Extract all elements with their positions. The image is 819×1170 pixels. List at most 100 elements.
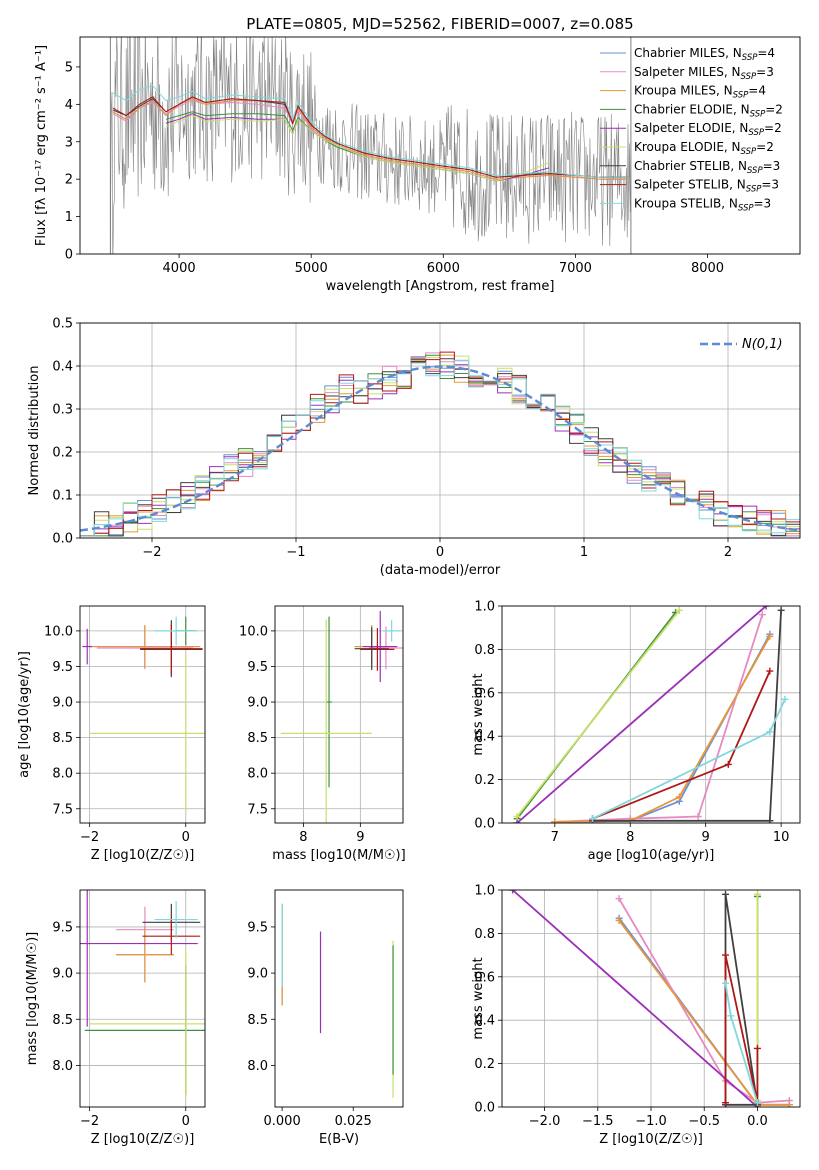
weight_vs_age-marker-kroupa_stelib bbox=[781, 695, 789, 703]
spectrum-xlabel: wavelength [Angstrom, rest frame] bbox=[326, 279, 555, 294]
weight_vs_z-ytick-label: 0.0 bbox=[474, 1101, 495, 1116]
weight_vs_age-xtick-label: 7 bbox=[551, 830, 559, 845]
spectrum-plot-area bbox=[109, 37, 632, 254]
weight_vs_z-xtick-label: −2.0 bbox=[529, 1114, 561, 1129]
mass_vs_ebv-xlabel: E(B-V) bbox=[319, 1132, 359, 1147]
mass_vs_z-ytick-label: 8.0 bbox=[52, 1059, 73, 1074]
age_vs_mass-ytick-label: 9.0 bbox=[247, 696, 268, 711]
weight_vs_age-ytick-label: 0.6 bbox=[474, 686, 495, 701]
legend-label-salpeter_miles: Salpeter MILES, NSSP=3 bbox=[634, 65, 774, 82]
mass_vs_z-ylabel: mass [log10(M/M☉)] bbox=[25, 932, 40, 1065]
age_vs_z-ytick-label: 8.5 bbox=[52, 731, 73, 746]
age_vs_z-ytick-label: 9.5 bbox=[52, 660, 73, 675]
spectrum-xtick-label: 6000 bbox=[427, 261, 460, 276]
weight_vs_z-xtick-label: −0.5 bbox=[688, 1114, 720, 1129]
residuals-ytick-label: 0.1 bbox=[52, 489, 73, 504]
mass_vs_z-frame bbox=[79, 889, 206, 1108]
spectrum-ytick-label: 1 bbox=[65, 210, 73, 225]
mass_vs_z-xtick-label: 0 bbox=[182, 1114, 190, 1129]
mass_vs_ebv-ytick-label: 9.0 bbox=[247, 967, 268, 982]
weight_vs_age-marker-chabrier_stelib bbox=[777, 606, 785, 614]
weight_vs_z-marker-kroupa_elodie bbox=[753, 890, 761, 898]
spectrum-ytick-label: 4 bbox=[65, 98, 73, 113]
weight_vs_z-marker-salpeter_stelib bbox=[753, 1044, 761, 1052]
age_vs_z-ytick-label: 9.0 bbox=[52, 696, 73, 711]
model-line-kroupa_elodie bbox=[165, 115, 550, 182]
spectrum-frame bbox=[79, 36, 801, 255]
age_vs_mass-frame bbox=[274, 605, 404, 824]
age_vs_mass-ytick-label: 8.0 bbox=[247, 767, 268, 782]
spectrum-ytick-label: 2 bbox=[65, 173, 73, 188]
model-line-kroupa_stelib bbox=[112, 85, 629, 178]
model-line-kroupa_miles bbox=[112, 98, 629, 180]
weight_vs_age-marker-kroupa_stelib bbox=[589, 815, 597, 823]
weight_vs_z-frame bbox=[501, 889, 801, 1108]
legend-label-chabrier_stelib: Chabrier STELIB, NSSP=3 bbox=[634, 159, 780, 176]
age_vs_mass-xlabel: mass [log10(M/M☉)] bbox=[272, 848, 405, 863]
weight_vs_z-ytick-label: 0.6 bbox=[474, 970, 495, 985]
residuals-xtick-label: 2 bbox=[724, 545, 732, 560]
weight_vs_age-line-kroupa_stelib bbox=[592, 698, 786, 820]
legend-label-kroupa_miles: Kroupa MILES, NSSP=4 bbox=[634, 84, 766, 101]
mass_vs_z-ytick-label: 9.5 bbox=[52, 920, 73, 935]
weight_vs_age-ytick-label: 0.0 bbox=[474, 817, 495, 832]
spectrum-ytick-label: 5 bbox=[65, 60, 73, 75]
age_vs_mass-ytick-label: 9.5 bbox=[247, 660, 268, 675]
age_vs_mass-ytick-label: 7.5 bbox=[247, 802, 268, 817]
weight_vs_z-line-chabrier_stelib bbox=[724, 894, 759, 1106]
mass_vs_z-ytick-label: 9.0 bbox=[52, 967, 73, 982]
residuals-ytick-label: 0.0 bbox=[52, 532, 73, 547]
weight_vs_z-plot-area bbox=[509, 890, 793, 1107]
weight_vs_age-ytick-label: 0.4 bbox=[474, 730, 495, 745]
weight_vs_age-marker-salpeter_miles bbox=[694, 812, 702, 820]
mass_vs_ebv-ytick-label: 8.0 bbox=[247, 1059, 268, 1074]
legend-label-kroupa_elodie: Kroupa ELODIE, NSSP=2 bbox=[634, 140, 774, 157]
weight_vs_age-xtick-label: 8 bbox=[626, 830, 634, 845]
weight_vs_age-ytick-label: 0.2 bbox=[474, 773, 495, 788]
mass_vs_ebv-plot-area bbox=[281, 903, 394, 1098]
gaussian-reference-line bbox=[80, 365, 800, 532]
residuals-ytick-label: 0.2 bbox=[52, 446, 73, 461]
weight_vs_age-marker-kroupa_elodie bbox=[675, 606, 683, 614]
residuals-xtick-label: −2 bbox=[142, 545, 161, 560]
age_vs_z-xtick-label: −2 bbox=[80, 830, 99, 845]
weight_vs_age-marker-salpeter_elodie bbox=[762, 606, 770, 610]
weight_vs_z-ylabel: mass weight bbox=[471, 957, 486, 1039]
weight_vs_age-xlabel: age [log10(age/yr)] bbox=[588, 848, 715, 863]
residuals-ytick-label: 0.3 bbox=[52, 403, 73, 418]
age_vs_mass-ytick-label: 10.0 bbox=[239, 624, 268, 639]
spectrum-xtick-label: 8000 bbox=[691, 261, 724, 276]
age_vs_z-ylabel: age [log10(age/yr)] bbox=[17, 651, 32, 778]
mass_vs_ebv-ytick-label: 9.5 bbox=[247, 920, 268, 935]
weight_vs_z-xtick-label: 0.0 bbox=[747, 1114, 768, 1129]
weight_vs_age-ytick-label: 1.0 bbox=[474, 600, 495, 615]
residuals-xtick-label: −1 bbox=[286, 545, 305, 560]
legend-label-chabrier_elodie: Chabrier ELODIE, NSSP=2 bbox=[634, 102, 783, 119]
weight_vs_age-marker-salpeter_stelib bbox=[766, 667, 774, 675]
spectrum-xtick-label: 7000 bbox=[559, 261, 592, 276]
weight_vs_z-xlabel: Z [log10(Z/Z☉)] bbox=[599, 1132, 703, 1147]
weight_vs_z-marker-kroupa_miles bbox=[615, 916, 623, 924]
age_vs_mass-xtick-label: 8 bbox=[299, 830, 307, 845]
residuals-frame bbox=[79, 322, 801, 539]
weight_vs_z-marker-salpeter_elodie bbox=[509, 890, 517, 894]
age_vs_z-xtick-label: 0 bbox=[182, 830, 190, 845]
age_vs_z-frame bbox=[79, 605, 206, 824]
weight_vs_age-line-salpeter_elodie bbox=[516, 606, 767, 823]
residual-histogram-kroupa_stelib bbox=[80, 359, 800, 537]
spectrum-xtick-label: 4000 bbox=[163, 261, 196, 276]
weight_vs_age-ytick-label: 0.8 bbox=[474, 643, 495, 658]
weight_vs_age-line-kroupa_miles bbox=[554, 635, 771, 823]
residuals-xtick-label: 1 bbox=[580, 545, 588, 560]
mass_vs_z-ytick-label: 8.5 bbox=[52, 1013, 73, 1028]
age_vs_z-ytick-label: 7.5 bbox=[52, 802, 73, 817]
weight_vs_age-xtick-label: 9 bbox=[702, 830, 710, 845]
mass_vs_z-xlabel: Z [log10(Z/Z☉)] bbox=[91, 1132, 195, 1147]
weight_vs_z-marker-kroupa_stelib bbox=[753, 1099, 761, 1107]
mass_vs_z-xtick-label: −2 bbox=[80, 1114, 99, 1129]
spectrum-ylabel: Flux [fλ 10⁻¹⁷ erg cm⁻² s⁻¹ A⁻¹] bbox=[34, 45, 49, 246]
weight_vs_age-line-chabrier_stelib bbox=[592, 610, 782, 822]
legend-label-gaussian: N(0,1) bbox=[742, 337, 783, 352]
weight_vs_z-ytick-label: 0.2 bbox=[474, 1057, 495, 1072]
residuals-ytick-label: 0.4 bbox=[52, 360, 73, 375]
